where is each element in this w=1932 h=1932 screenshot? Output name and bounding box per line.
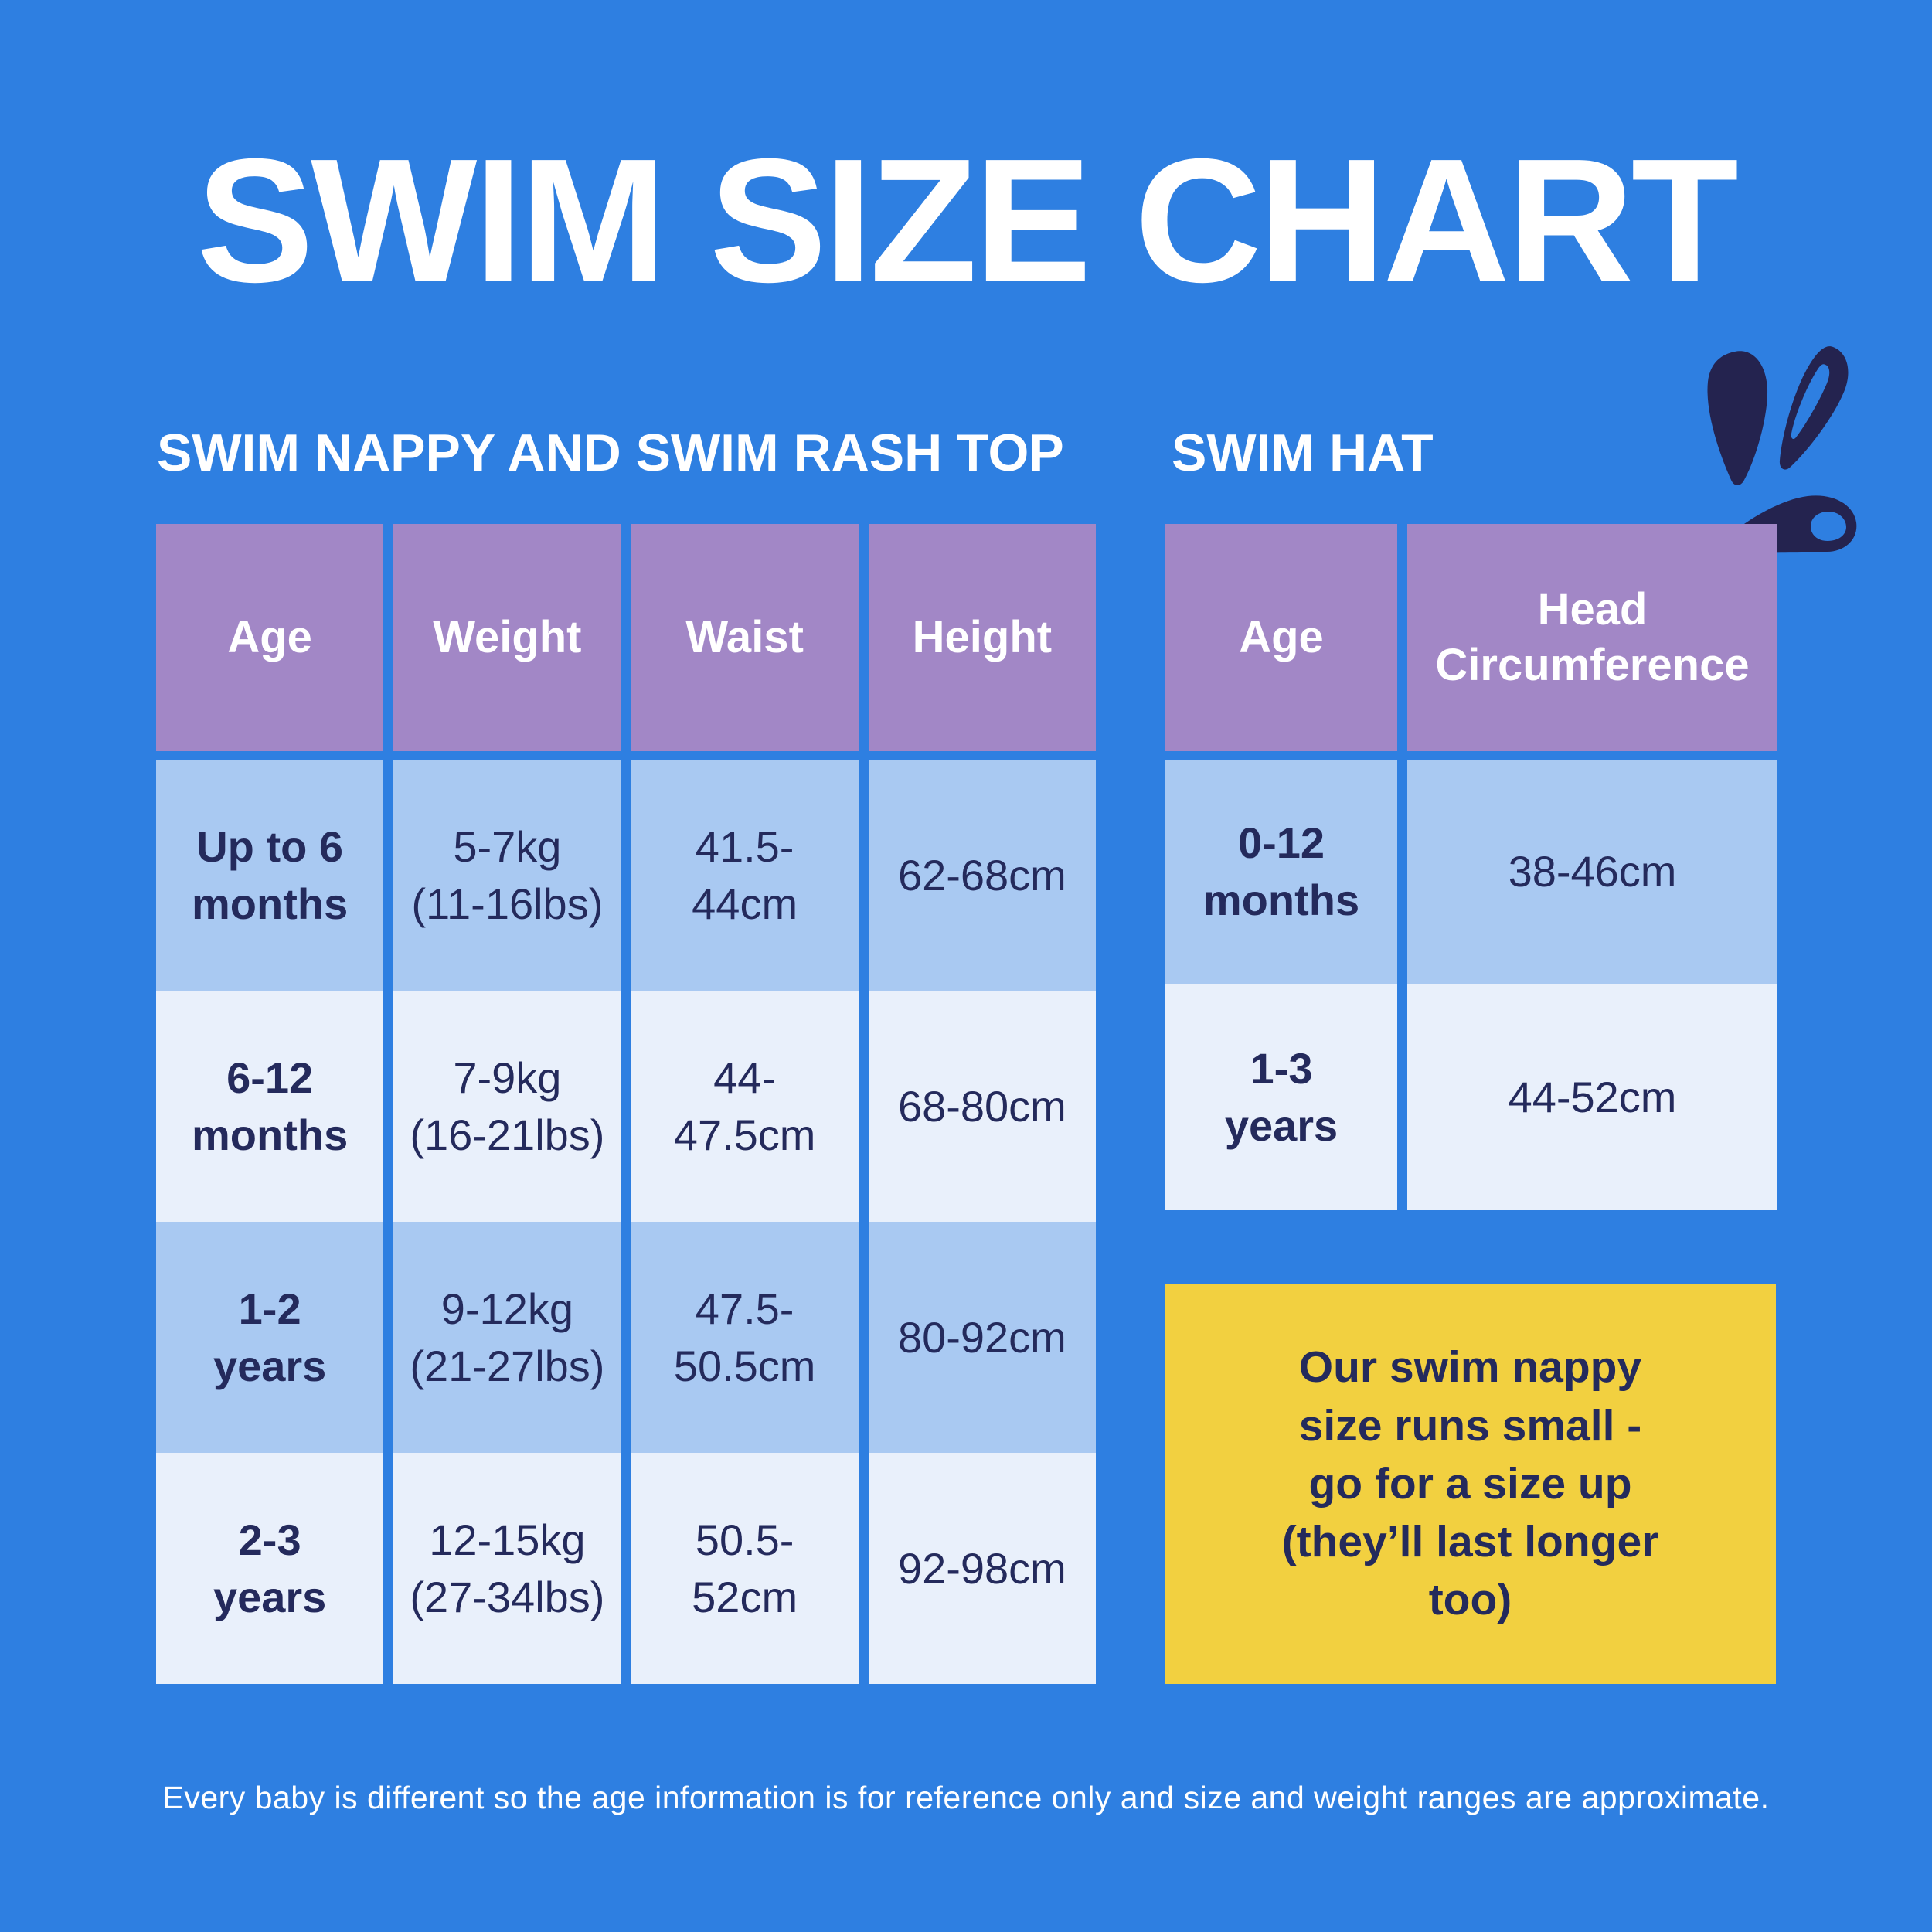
nappy-table-body: Up to 6 months 5-7kg (11-16lbs) 41.5- 44… [156, 760, 1096, 1684]
page-title: SWIM SIZE CHART [196, 123, 1739, 319]
table-cell-head-circumference: 38-46cm [1407, 760, 1777, 984]
table-cell-height: 68-80cm [868, 991, 1096, 1222]
table-cell-age: 1-3 years [1165, 984, 1397, 1210]
note-box: Our swim nappy size runs small - go for … [1165, 1284, 1776, 1684]
nappy-table: Age Weight Waist Height Up to 6 months 5… [156, 524, 1096, 1684]
table-cell-height: 62-68cm [868, 760, 1096, 991]
hat-table-heading: SWIM HAT [1172, 423, 1434, 482]
table-cell-weight: 9-12kg (21-27lbs) [393, 1222, 621, 1453]
table-cell-age: 0-12 months [1165, 760, 1397, 984]
note-line: too) [1428, 1575, 1512, 1625]
column-header-head-circumference: Head Circumference [1407, 524, 1777, 751]
table-cell-waist: 50.5- 52cm [631, 1453, 859, 1684]
column-header-waist: Waist [631, 524, 859, 751]
table-cell-height: 92-98cm [868, 1453, 1096, 1684]
hat-table-body: 0-12 months 38-46cm 1-3 years 44-52cm [1165, 760, 1777, 1210]
table-cell-age: Up to 6 months [156, 760, 384, 991]
table-cell-age: 6-12 months [156, 991, 384, 1222]
nappy-table-heading: SWIM NAPPY AND SWIM RASH TOP [157, 423, 1064, 482]
note-line: go for a size up [1308, 1458, 1632, 1509]
table-cell-age: 1-2 years [156, 1222, 384, 1453]
table-cell-age: 2-3 years [156, 1453, 384, 1684]
table-cell-head-circumference: 44-52cm [1407, 984, 1777, 1210]
column-header-height: Height [868, 524, 1096, 751]
column-header-weight: Weight [393, 524, 621, 751]
column-header-age: Age [156, 524, 384, 751]
nappy-table-header-row: Age Weight Waist Height [156, 524, 1096, 751]
table-cell-weight: 12-15kg (27-34lbs) [393, 1453, 621, 1684]
note-line: (they’ll last longer [1281, 1517, 1659, 1567]
table-cell-waist: 47.5- 50.5cm [631, 1222, 859, 1453]
table-cell-weight: 5-7kg (11-16lbs) [393, 760, 621, 991]
table-cell-height: 80-92cm [868, 1222, 1096, 1453]
note-line: size runs small - [1298, 1400, 1642, 1451]
hat-table-header-row: Age Head Circumference [1165, 524, 1777, 751]
disclaimer-text: Every baby is different so the age infor… [162, 1780, 1770, 1815]
hat-table: Age Head Circumference 0-12 months 38-46… [1165, 524, 1777, 1210]
table-cell-weight: 7-9kg (16-21lbs) [393, 991, 621, 1222]
column-header-age: Age [1165, 524, 1397, 751]
note-line: Our swim nappy [1298, 1342, 1642, 1393]
table-cell-waist: 41.5- 44cm [631, 760, 859, 991]
table-cell-waist: 44- 47.5cm [631, 991, 859, 1222]
